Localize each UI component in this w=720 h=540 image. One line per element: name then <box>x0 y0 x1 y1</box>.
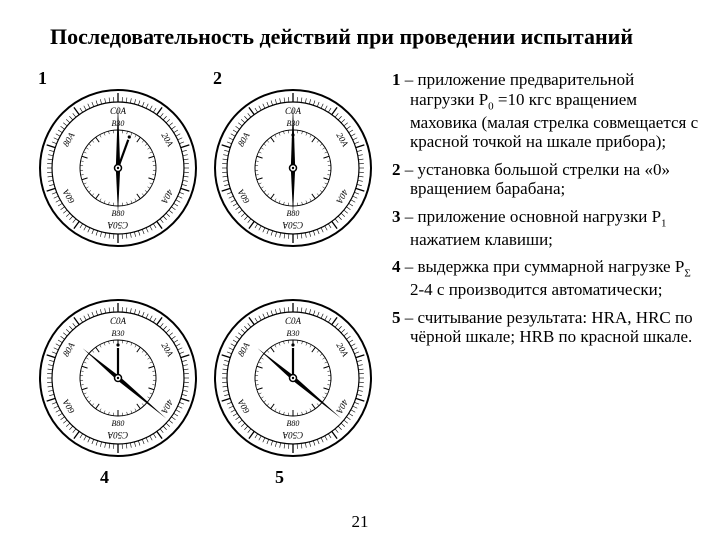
gauge-number: 1 <box>38 68 47 89</box>
step-item: 5 – считывание результата: HRA, HRC по ч… <box>392 308 702 347</box>
gauges-figure: 1 C0A20A40AC50A60A80AB30B80 2 C0A20A40AC… <box>30 68 380 488</box>
svg-text:C50A: C50A <box>282 430 303 440</box>
svg-text:C0A: C0A <box>110 316 127 326</box>
gauge-number: 2 <box>213 68 222 89</box>
gauge-number: 5 <box>275 467 284 488</box>
svg-text:B30: B30 <box>287 329 300 338</box>
svg-text:C50A: C50A <box>107 220 128 230</box>
svg-text:C0A: C0A <box>285 316 302 326</box>
page-title: Последовательность действий при проведен… <box>50 24 680 50</box>
svg-text:C50A: C50A <box>107 430 128 440</box>
gauge-panel-5: C0A20A40AC50A60A80AB30B80 5 <box>205 278 380 488</box>
gauge-panel-4: C0A20A40AC50A60A80AB30B80 4 <box>30 278 205 488</box>
gauge-panel-1: 1 C0A20A40AC50A60A80AB30B80 <box>30 68 205 278</box>
step-item: 3 – приложение основной нагрузки P1 нажа… <box>392 207 702 250</box>
step-item: 2 – установка большой стрелки на «0» вра… <box>392 160 702 199</box>
svg-text:C50A: C50A <box>282 220 303 230</box>
svg-text:B30: B30 <box>112 329 125 338</box>
page-number: 21 <box>0 512 720 532</box>
step-item: 1 – приложение предварительной нагрузки … <box>392 70 702 152</box>
gauge-number: 4 <box>100 467 109 488</box>
step-item: 4 – выдержка при суммарной нагрузке PΣ 2… <box>392 257 702 300</box>
steps-list: 1 – приложение предварительной нагрузки … <box>392 70 702 355</box>
svg-text:B80: B80 <box>112 419 125 428</box>
gauge-panel-2: 2 C0A20A40AC50A60A80AB30B80 <box>205 68 380 278</box>
svg-text:B80: B80 <box>287 419 300 428</box>
